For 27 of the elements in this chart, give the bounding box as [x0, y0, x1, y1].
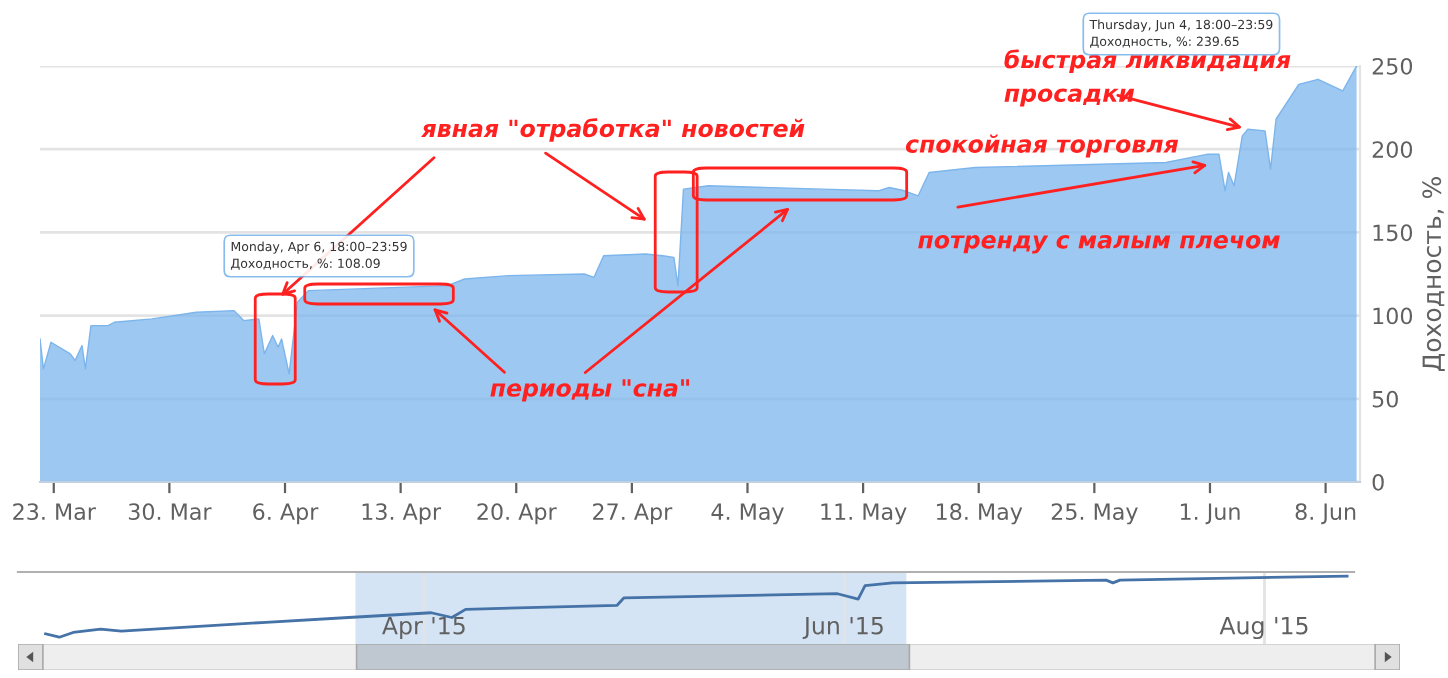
y-axis-title: Доходность, % — [1422, 177, 1445, 372]
x-tick-label: Jun '15 — [802, 616, 883, 639]
x-tick-label: Aug '15 — [1219, 616, 1308, 640]
y-tick-label: 250 — [1372, 57, 1413, 75]
annotation: потренду с малым плечом — [918, 235, 1280, 254]
x-tick-label: 8. Jun — [1295, 503, 1356, 525]
y-tick-label: 50 — [1372, 390, 1398, 408]
x-tick-label: 30. Mar — [128, 503, 212, 521]
annotation: периоды "сна" — [490, 379, 689, 402]
y-tick-label: 200 — [1372, 141, 1413, 158]
x-tick-label: 23. Mar — [13, 503, 96, 521]
x-tick-label: 4. May — [711, 503, 784, 525]
x-tick-label: 13. Apr — [362, 503, 442, 525]
x-tick-label: 18. May — [937, 503, 1023, 525]
x-tick-label: 11. May — [821, 503, 907, 525]
x-tick-label: 25. May — [1051, 503, 1138, 525]
annotation: быстрая ликвидация просадки — [1004, 49, 1291, 107]
y-tick-label: 0 — [1372, 473, 1384, 491]
y-tick-label: 100 — [1373, 307, 1413, 325]
x-tick-label: 27. Apr — [593, 503, 673, 525]
y-tick-label: 150 — [1373, 224, 1413, 242]
x-tick-label: Apr '15 — [382, 616, 465, 640]
x-tick-label: 1. Jun — [1180, 503, 1240, 525]
annotation: спокойная торговля — [905, 134, 1179, 158]
x-tick-label: 20. Apr — [477, 503, 557, 525]
x-tick-label: 6. Apr — [253, 503, 319, 525]
annotation: явная "отработка" новостей — [421, 118, 805, 142]
